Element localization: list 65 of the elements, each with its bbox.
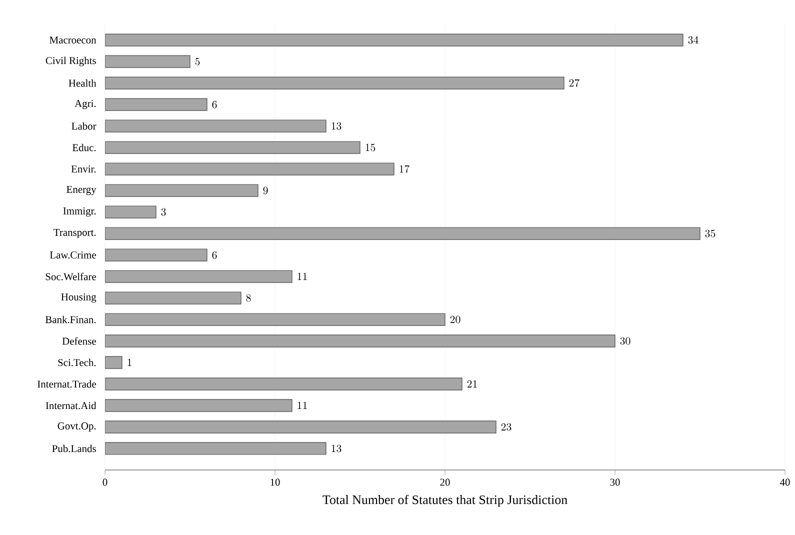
y-tick-label: Transport. <box>54 228 96 238</box>
y-tick-label: Agri. <box>74 100 96 110</box>
data-label: 13 <box>332 122 342 130</box>
bar <box>105 76 564 90</box>
data-label: 35 <box>705 230 716 238</box>
bar <box>105 292 242 304</box>
x-tick-label: 30 <box>610 478 620 486</box>
bar <box>105 378 462 390</box>
y-tick-label: Soc.Welfare <box>46 272 96 280</box>
bar <box>105 313 446 326</box>
data-label: 23 <box>501 423 512 431</box>
x-axis-title: Total Number of Statutes that Strip Jurisdiction <box>322 494 568 507</box>
bar <box>105 120 326 132</box>
data-label: 34 <box>688 36 698 44</box>
y-tick-label: Energy <box>66 186 96 196</box>
y-tick-label: Defense <box>62 337 96 345</box>
y-tick-label: Immigr. <box>63 207 96 217</box>
y-tick-label: Law.Crime <box>50 251 96 259</box>
y-tick-label: Civil Rights <box>46 56 96 66</box>
data-label: 20 <box>450 316 460 324</box>
data-label: 21 <box>467 380 477 388</box>
data-label: 8 <box>246 294 251 302</box>
bar <box>105 442 326 455</box>
bar <box>105 98 208 111</box>
bar <box>105 55 190 68</box>
x-tick-label: 0 <box>102 478 108 486</box>
bar <box>105 141 360 154</box>
data-label: 3 <box>161 208 166 216</box>
y-tick-label: Sci.Tech. <box>58 358 96 366</box>
data-label: 9 <box>263 186 268 194</box>
x-tick-label: 20 <box>440 478 450 486</box>
bar <box>105 184 258 197</box>
bar <box>105 206 156 218</box>
y-tick-label: Macroecon <box>50 36 96 44</box>
y-tick-label: Govt.Op. <box>58 422 96 432</box>
y-tick-label: Housing <box>61 293 96 303</box>
data-label: 6 <box>212 100 217 108</box>
data-label: 30 <box>620 337 630 345</box>
y-tick-label: Envir. <box>71 165 96 173</box>
data-label: 17 <box>400 165 410 173</box>
data-label: 11 <box>298 272 307 280</box>
data-label: 5 <box>195 58 200 66</box>
data-label: 11 <box>298 402 307 410</box>
bar <box>105 227 700 240</box>
data-label: 13 <box>332 444 342 452</box>
bar <box>105 334 616 348</box>
data-label: 27 <box>569 79 580 87</box>
y-tick-label: Health <box>68 79 96 87</box>
bar <box>105 420 496 434</box>
bar <box>105 34 684 46</box>
data-label: 1 <box>128 358 132 366</box>
y-tick-label: Labor <box>72 122 96 130</box>
y-tick-label: Educ. <box>72 144 96 152</box>
bar <box>105 399 292 412</box>
y-tick-label: Pub.Lands <box>52 444 96 452</box>
bar <box>105 248 208 262</box>
x-tick-label: 10 <box>270 478 280 486</box>
data-label: 15 <box>366 144 376 152</box>
x-tick-label: 40 <box>780 478 790 486</box>
data-label: 6 <box>212 251 217 259</box>
y-tick-label: Internat.Aid <box>46 402 96 410</box>
y-tick-label: Bank.Finan. <box>45 316 96 324</box>
y-tick-label: Internat.Trade <box>38 380 96 388</box>
bar <box>105 270 292 283</box>
bar <box>105 162 394 176</box>
